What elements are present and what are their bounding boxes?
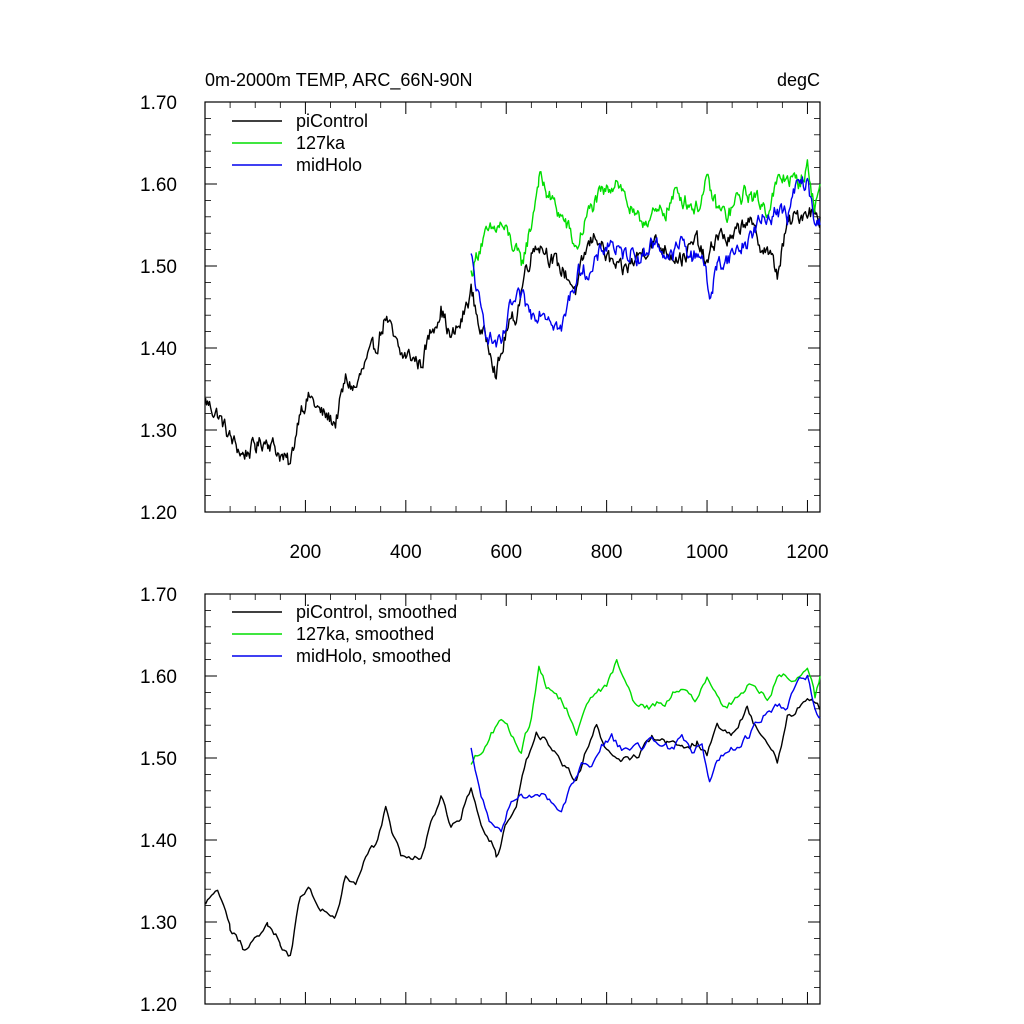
top-plot-frame: [204, 101, 821, 513]
top-chart-units: degC: [777, 70, 820, 90]
y-tick-label: 1.20: [140, 503, 177, 524]
series-line-midholo-smoothed: [470, 674, 821, 833]
y-tick-label: 1.50: [140, 749, 177, 770]
x-tick-label: 800: [591, 542, 623, 563]
x-tick-label: 1200: [786, 542, 828, 563]
y-tick-label: 1.20: [140, 995, 177, 1016]
series-line-127ka: [470, 159, 821, 277]
x-tick-label: 400: [390, 542, 422, 563]
y-tick-label: 1.60: [140, 667, 177, 688]
series-line-picontrol-smoothed: [204, 698, 821, 957]
y-tick-label: 1.40: [140, 831, 177, 852]
top-legend: piControl 127ka midHolo: [232, 111, 368, 175]
top-panel: 0m-2000m TEMP, ARC_66N-90N degC 1.20 1.30…: [140, 70, 829, 563]
top-ticks: 1.20 1.30 1.40 1.50 1.60 1.70 200 400 600 800 1000…: [140, 93, 829, 563]
y-tick-label: 1.70: [140, 585, 177, 606]
top-chart-title: 0m-2000m TEMP, ARC_66N-90N: [205, 70, 472, 91]
legend-label-picontrol-smoothed: piControl, smoothed: [296, 602, 457, 622]
y-tick-label: 1.70: [140, 93, 177, 114]
series-line-midholo: [470, 176, 821, 348]
legend-label-midholo: midHolo: [296, 155, 362, 175]
y-tick-label: 1.50: [140, 257, 177, 278]
legend-label-picontrol: piControl: [296, 111, 368, 131]
y-tick-label: 1.30: [140, 913, 177, 934]
legend-label-midholo-smoothed: midHolo, smoothed: [296, 646, 451, 666]
series-line-picontrol: [204, 207, 821, 466]
bottom-ticks: 1.20 1.30 1.40 1.50 1.60 1.70: [140, 585, 820, 1016]
legend-label-127ka: 127ka: [296, 133, 346, 153]
y-tick-label: 1.60: [140, 175, 177, 196]
y-tick-label: 1.40: [140, 339, 177, 360]
y-tick-label: 1.30: [140, 421, 177, 442]
bottom-plot-frame: [204, 593, 821, 1005]
legend-label-127ka-smoothed: 127ka, smoothed: [296, 624, 434, 644]
top-series: [204, 159, 821, 466]
x-tick-label: 200: [290, 542, 322, 563]
bottom-legend: piControl, smoothed 127ka, smoothed midH…: [232, 602, 457, 666]
bottom-series: [204, 659, 821, 957]
series-line-127ka-smoothed: [470, 659, 821, 765]
x-tick-label: 600: [490, 542, 522, 563]
x-tick-label: 1000: [686, 542, 728, 563]
bottom-panel: 1.20 1.30 1.40 1.50 1.60 1.70 piControl, smoo…: [140, 585, 821, 1016]
